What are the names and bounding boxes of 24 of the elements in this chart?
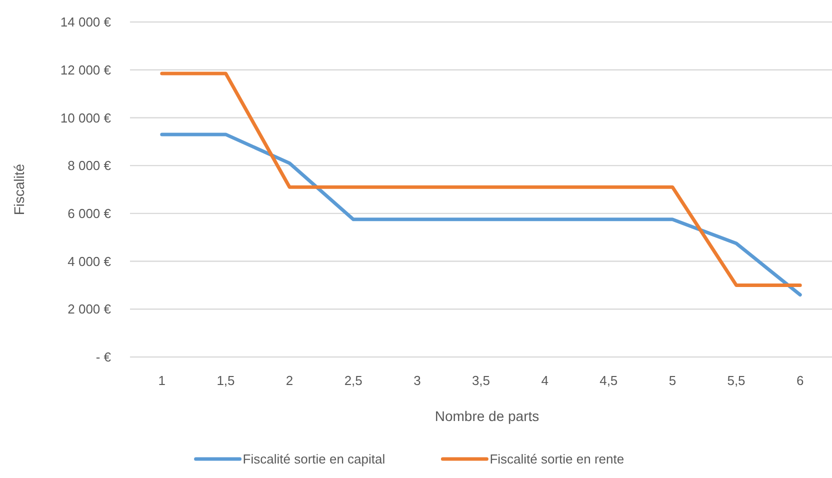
- y-tick-label: 8 000 €: [68, 158, 112, 174]
- y-tick-label: 12 000 €: [60, 62, 112, 78]
- x-tick-label: 2,5: [344, 373, 362, 388]
- y-tick-label: 10 000 €: [60, 110, 112, 126]
- y-axis-title: Fiscalité: [11, 164, 27, 216]
- x-tick-label: 1,5: [216, 373, 235, 388]
- x-tick-label: 2: [286, 373, 294, 388]
- y-tick-label: 2 000 €: [68, 302, 112, 317]
- x-tick-label: 5,5: [727, 373, 746, 388]
- x-tick-label: 4,5: [600, 373, 618, 388]
- x-tick-label: 6: [796, 373, 804, 388]
- x-tick-label: 4: [541, 373, 548, 388]
- legend-label: Fiscalité sortie en capital: [242, 452, 386, 467]
- x-tick-label: 3: [414, 373, 421, 388]
- y-tick-label: 6 000 €: [68, 206, 112, 221]
- x-tick-label: 5: [668, 373, 676, 388]
- y-tick-label: - €: [96, 350, 112, 365]
- line-series: [160, 132, 802, 297]
- x-tick-label: 1: [158, 373, 166, 388]
- y-tick-label: 14 000 €: [60, 14, 112, 30]
- x-axis-title: Nombre de parts: [434, 408, 540, 424]
- y-tick-label: 4 000 €: [68, 254, 112, 269]
- legend-label: Fiscalité sortie en rente: [490, 452, 624, 467]
- x-tick-label: 3,5: [472, 373, 490, 388]
